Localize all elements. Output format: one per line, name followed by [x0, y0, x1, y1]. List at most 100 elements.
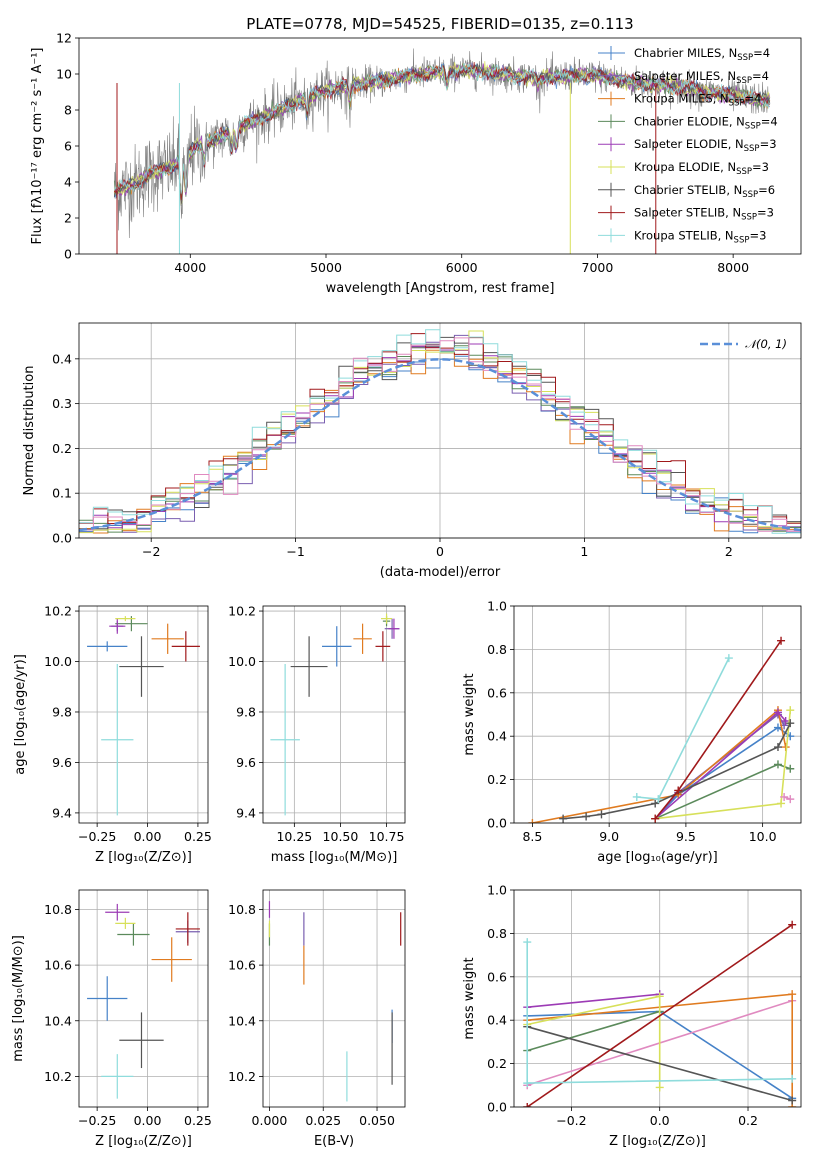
y-tick-label: 9.8: [236, 704, 256, 719]
legend-text: Kroupa STELIB, N: [634, 228, 734, 242]
axes-frame: [78, 37, 802, 255]
data-point: [270, 664, 300, 816]
legend-subscript: SSP: [737, 53, 753, 63]
legend-subscript: SSP: [729, 99, 745, 109]
weight-marker: [582, 812, 591, 821]
y-tick-label: 0.4: [52, 351, 72, 366]
axes-frame: [262, 605, 406, 824]
x-tick-label: 8000: [717, 260, 749, 275]
legend-entry: Kroupa STELIB, NSSP=3: [634, 228, 766, 245]
weight-marker: [724, 654, 733, 663]
y-tick-label: 1.0: [487, 883, 507, 898]
weight-marker: [781, 717, 790, 726]
y-tick-label: 9.4: [236, 805, 256, 820]
legend-subscript: SSP: [736, 167, 752, 177]
weight-marker: [655, 992, 664, 1001]
weight-marker: [786, 706, 795, 715]
legend-text: Chabrier ELODIE, N: [634, 114, 745, 128]
y-tick-label: 9.6: [236, 755, 256, 770]
age_vs_mass-chart: 10.25 10.50 10.75 9.4 9.6 9.8 10.0 10.2 mass [lo…: [228, 604, 406, 865]
data-point: [290, 636, 328, 697]
weight-marker: [651, 814, 660, 823]
residuals-chart: −2 −1 0 1 2 0.0 0.1 0.2 0.3 0.4 (data-model)/error…: [22, 322, 802, 580]
legend-subscript: SSP: [744, 144, 760, 154]
weight-marker: [523, 1103, 532, 1107]
x-tick-label: 10.75: [369, 829, 405, 844]
data-point: [151, 937, 192, 982]
y-tick-label: 6: [64, 139, 72, 154]
histogram-step: [79, 337, 801, 532]
weight-series: [563, 722, 792, 820]
data-point: [353, 623, 372, 654]
x-tick-label: −2: [142, 544, 160, 559]
weight-marker: [788, 1074, 797, 1083]
weight-marker: [786, 795, 795, 804]
x-tick-label: −0.25: [78, 1113, 116, 1128]
y-tick-label: 0.3: [52, 396, 72, 411]
y-axis-label: Flux [fλ10⁻¹⁷ erg cm⁻² s⁻¹ A⁻¹]: [30, 48, 45, 245]
weight-marker: [523, 1079, 532, 1088]
x-tick-label: 6000: [446, 260, 478, 275]
y-tick-label: 10.2: [228, 604, 256, 619]
data-point: [119, 1012, 164, 1069]
legend-text: Salpeter ELODIE, N: [634, 137, 744, 151]
legend-text: Chabrier STELIB, N: [634, 183, 742, 197]
weight-marker: [654, 795, 663, 804]
legend-text: =3: [749, 228, 766, 242]
data-point: [175, 912, 200, 946]
model-spectrum: [113, 63, 771, 194]
legend-text: Chabrier MILES, N: [634, 46, 737, 60]
weight-series: [526, 1025, 793, 1102]
y-tick-label: 10.0: [228, 654, 256, 669]
weight-series: [526, 1010, 660, 1052]
weight-marker: [773, 760, 782, 769]
data-point: [105, 903, 130, 921]
y-tick-label: 9.6: [52, 755, 72, 770]
legend-text: Kroupa ELODIE, N: [634, 160, 736, 174]
data-point: [375, 631, 391, 662]
x-tick-label: 0.00: [134, 1113, 162, 1128]
x-tick-label: 0.0: [650, 1113, 670, 1128]
weight-marker: [786, 719, 795, 728]
x-tick-label: 0.000: [252, 1113, 288, 1128]
data-point: [117, 923, 150, 946]
mass_vs_Z-chart: −0.25 0.00 0.25 10.2 10.4 10.6 10.8 Z [log₁₀(Z/…: [11, 889, 212, 1149]
weight-marker: [528, 819, 537, 823]
data-point: [87, 641, 128, 652]
legend-text: Salpeter STELIB, N: [634, 206, 741, 220]
axes-frame: [78, 322, 802, 539]
y-tick-label: 10.0: [44, 654, 72, 669]
y-tick-label: 0.0: [52, 531, 72, 546]
weight-marker: [773, 723, 782, 732]
y-tick-label: 0.4: [487, 1013, 507, 1028]
y-tick-label: 0.8: [487, 926, 507, 941]
x-tick-label: −0.25: [78, 829, 116, 844]
x-tick-label: 0.25: [184, 1113, 212, 1128]
legend-text: =4: [752, 69, 769, 83]
data-point: [101, 664, 134, 816]
x-tick-label: 0.050: [359, 1113, 395, 1128]
plot-area: [113, 48, 771, 254]
data-point: [109, 618, 126, 634]
legend-subscript: SSP: [734, 235, 750, 245]
legend-text: =4: [761, 114, 778, 128]
axes-frame: [513, 889, 802, 1108]
y-axis-label: mass [log₁₀(M/M⊙)]: [11, 935, 26, 1062]
x-tick-label: 0.25: [184, 829, 212, 844]
weight-marker: [773, 708, 782, 717]
x-tick-label: 5000: [310, 260, 342, 275]
legend-entry: 𝒩(0, 1): [745, 337, 787, 351]
weight-marker: [788, 990, 797, 999]
legend-subscript: SSP: [741, 213, 757, 223]
y-tick-label: 10.2: [228, 1069, 256, 1084]
legend-subscript: SSP: [736, 76, 752, 86]
legend-text: =3: [760, 137, 777, 151]
legend-text: =3: [752, 160, 769, 174]
data-point: [388, 618, 400, 639]
x-tick-label: 10.50: [323, 829, 359, 844]
weight-series: [636, 657, 730, 800]
y-tick-label: 0.1: [52, 486, 72, 501]
x-axis-label: Z [log₁₀(Z/Z⊙)]: [95, 1134, 192, 1149]
weight-marker: [773, 743, 782, 752]
